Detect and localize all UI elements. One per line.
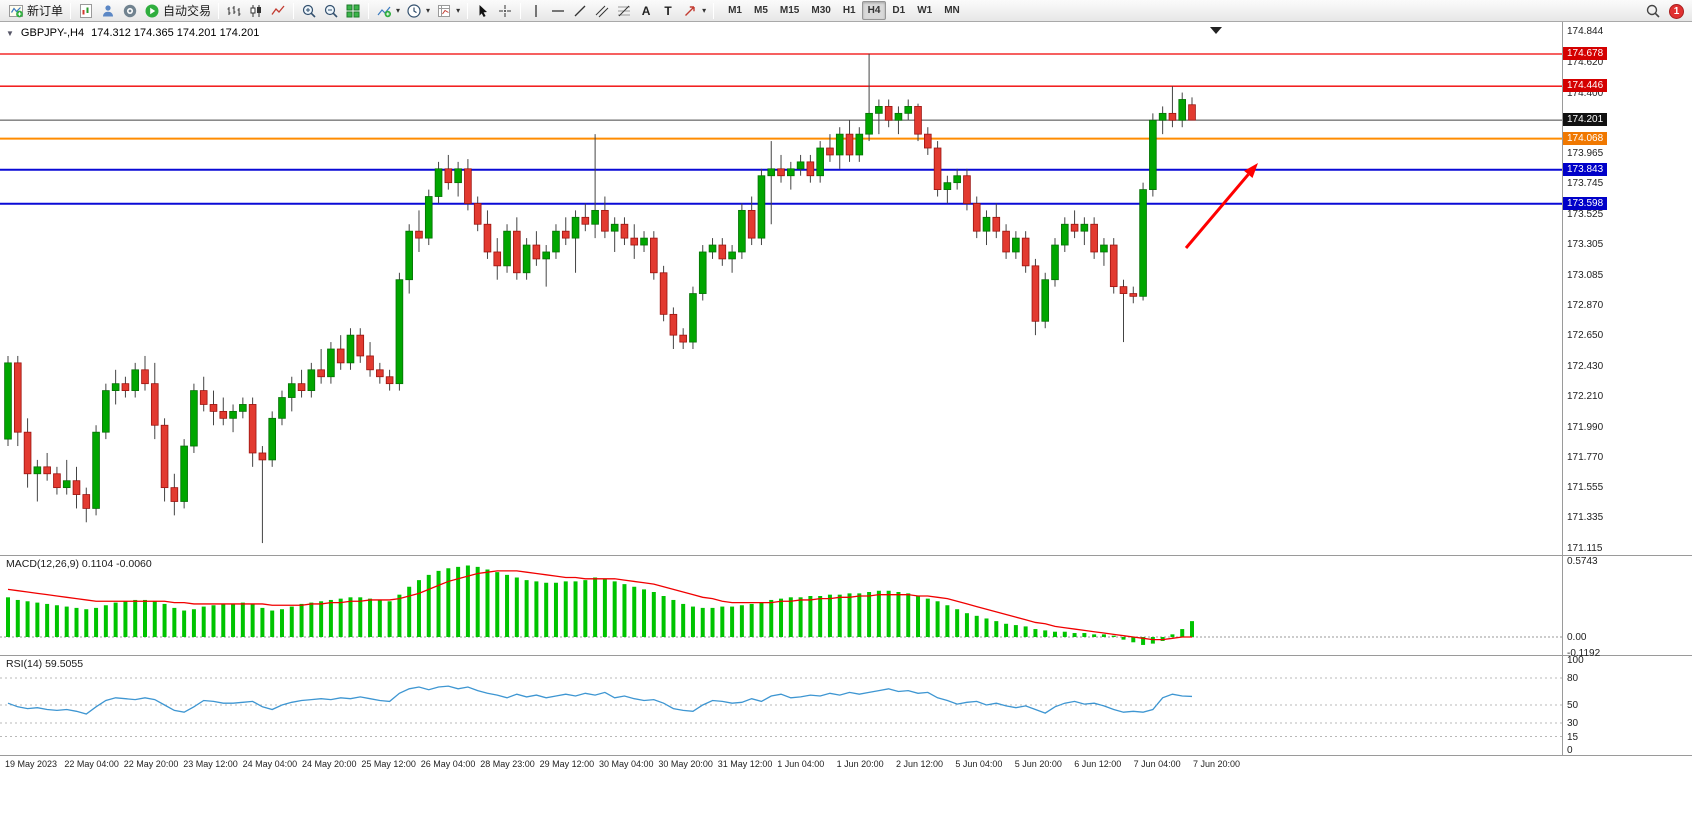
crosshair-icon	[499, 4, 512, 17]
new-chart-button[interactable]	[75, 1, 97, 21]
timeframe-group: M1 M5 M15 M30 H1 H4 D1 W1 MN	[722, 1, 966, 20]
chevron-down-icon: ▾	[426, 6, 431, 15]
metaquotes-icon	[123, 4, 137, 17]
toolbar-separator	[368, 2, 370, 19]
timeframe-h4[interactable]: H4	[861, 1, 887, 20]
trendline-icon	[574, 5, 586, 16]
tile-windows-button[interactable]	[342, 1, 364, 21]
macd-layer	[0, 565, 1562, 645]
line-chart-icon	[271, 5, 285, 15]
zoom-in-button[interactable]	[298, 1, 320, 21]
clock-icon	[407, 3, 421, 18]
zoom-in-icon	[302, 4, 316, 18]
bar-chart-button[interactable]	[223, 1, 245, 21]
toolbar-separator	[293, 2, 295, 19]
toolbar-separator	[70, 2, 72, 19]
horizontal-line-tool[interactable]	[547, 1, 569, 21]
channel-tool[interactable]	[591, 1, 613, 21]
timeframe-mn[interactable]: MN	[944, 5, 960, 16]
candles-layer	[4, 53, 1196, 544]
vertical-line-icon	[535, 4, 537, 17]
template-icon	[438, 4, 451, 17]
text-tool-icon: A	[641, 3, 651, 18]
profiles-button[interactable]	[97, 1, 119, 21]
line-chart-button[interactable]	[267, 1, 289, 21]
zoom-out-button[interactable]	[320, 1, 342, 21]
community-button[interactable]	[119, 1, 141, 21]
vertical-line-tool[interactable]	[525, 1, 547, 21]
timeframe-m1[interactable]: M1	[728, 5, 742, 16]
timeframe-m15[interactable]: M15	[779, 5, 800, 16]
cursor-icon	[479, 4, 488, 17]
text-label-icon: T	[664, 3, 672, 18]
indicators-icon	[377, 6, 392, 17]
candles-chart-icon	[250, 4, 262, 17]
chart-canvas[interactable]	[0, 22, 1692, 839]
timeframe-m30[interactable]: M30	[811, 5, 831, 16]
chevron-down-icon: ▾	[702, 6, 707, 15]
indicators-button[interactable]: ▾	[373, 1, 403, 21]
templates-button[interactable]: ▾	[433, 1, 463, 21]
candlestick-chart-button[interactable]	[245, 1, 267, 21]
tile-windows-icon	[346, 4, 360, 17]
toolbar-separator	[713, 2, 715, 19]
chart-window: ▼ GBPJPY-,H4 174.312 174.365 174.201 174…	[0, 22, 1692, 839]
equidistant-channel-icon	[595, 5, 609, 17]
crosshair-button[interactable]	[494, 1, 516, 21]
timeframe-w1[interactable]: W1	[917, 5, 933, 16]
search-icon[interactable]	[1645, 3, 1661, 19]
toolbar-separator	[218, 2, 220, 19]
new-order-button[interactable]: 新订单	[5, 1, 66, 21]
bars-chart-icon	[227, 5, 241, 16]
toolbar-separator	[467, 2, 469, 19]
toolbar-right-group: 1	[1645, 0, 1684, 22]
panel-frame	[0, 22, 1692, 756]
new-chart-icon	[80, 3, 93, 18]
arrows-tool[interactable]: ▾	[679, 1, 709, 21]
auto-trading-button[interactable]: 自动交易	[141, 1, 214, 21]
text-label-tool[interactable]: T	[657, 1, 679, 21]
chevron-down-icon: ▾	[396, 6, 401, 15]
annotation-arrow	[1184, 163, 1258, 249]
auto-trading-label: 自动交易	[163, 4, 212, 18]
profiles-icon	[103, 4, 114, 16]
toolbar-separator	[520, 2, 522, 19]
fibonacci-icon	[618, 5, 631, 16]
horizontal-line-icon	[552, 9, 565, 12]
timeframe-d1[interactable]: D1	[892, 5, 906, 16]
chevron-down-icon: ▾	[456, 6, 461, 15]
timeframe-h1[interactable]: H1	[842, 5, 856, 16]
zoom-out-icon	[324, 4, 338, 18]
chart-shift-marker[interactable]	[1210, 27, 1222, 34]
arrow-tool-icon	[685, 5, 695, 16]
fibonacci-tool[interactable]	[613, 1, 635, 21]
timeframe-m5[interactable]: M5	[754, 5, 768, 16]
new-order-label: 新订单	[27, 4, 64, 18]
periods-button[interactable]: ▾	[403, 1, 433, 21]
rsi-layer	[0, 677, 1562, 737]
toolbar: 新订单 自动交易	[0, 0, 1692, 22]
text-tool[interactable]: A	[635, 1, 657, 21]
new-order-icon	[9, 4, 23, 17]
notification-badge[interactable]: 1	[1669, 3, 1684, 19]
cursor-button[interactable]	[472, 1, 494, 21]
auto-trading-icon	[145, 4, 159, 17]
trendline-tool[interactable]	[569, 1, 591, 21]
